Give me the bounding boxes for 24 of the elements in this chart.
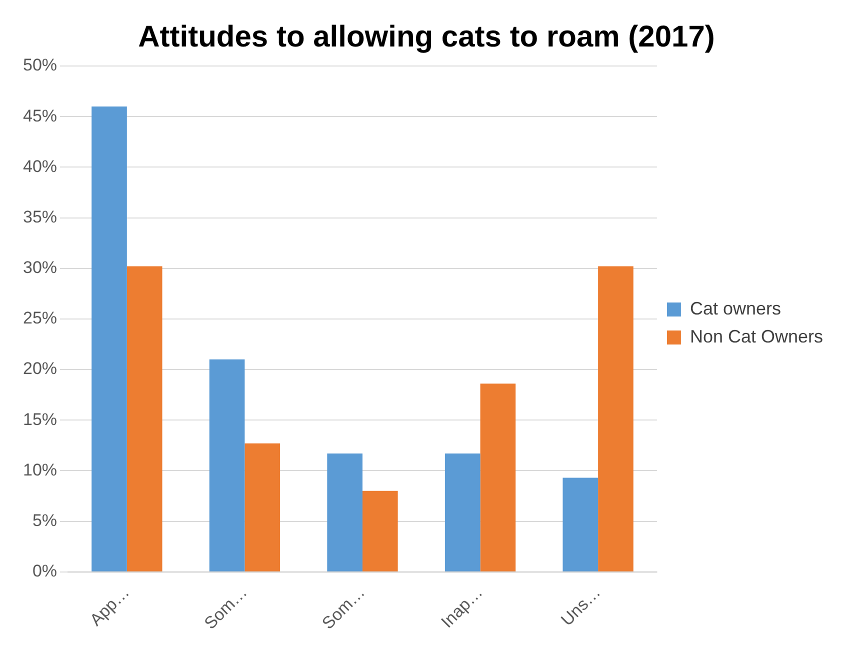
- y-tick-label: 30%: [22, 258, 58, 278]
- bar: [92, 106, 127, 572]
- bar: [327, 453, 362, 572]
- legend-label: Non Cat Owners: [690, 326, 824, 346]
- y-tick-label: 35%: [22, 207, 58, 226]
- y-tick-label: 50%: [22, 56, 58, 75]
- y-tick-label: 0%: [32, 562, 58, 581]
- y-tick-label: 45%: [22, 106, 58, 126]
- bar: [562, 478, 598, 572]
- y-tick-label: 5%: [32, 510, 58, 530]
- bar: [362, 490, 398, 572]
- y-tick-label: 25%: [22, 308, 58, 328]
- bar: [480, 384, 516, 572]
- bar: [209, 359, 245, 572]
- chart-title: Attitudes to allowing cats to roam (2017): [138, 20, 715, 54]
- legend-label: Cat owners: [690, 298, 781, 318]
- y-tick-label: 10%: [22, 460, 58, 480]
- bar: [444, 453, 480, 572]
- y-tick-label: 20%: [22, 359, 58, 378]
- y-tick-label: 15%: [22, 410, 58, 429]
- bar: [244, 443, 280, 572]
- bar: [598, 266, 634, 572]
- y-tick-label: 40%: [22, 156, 58, 176]
- bar: [126, 266, 162, 572]
